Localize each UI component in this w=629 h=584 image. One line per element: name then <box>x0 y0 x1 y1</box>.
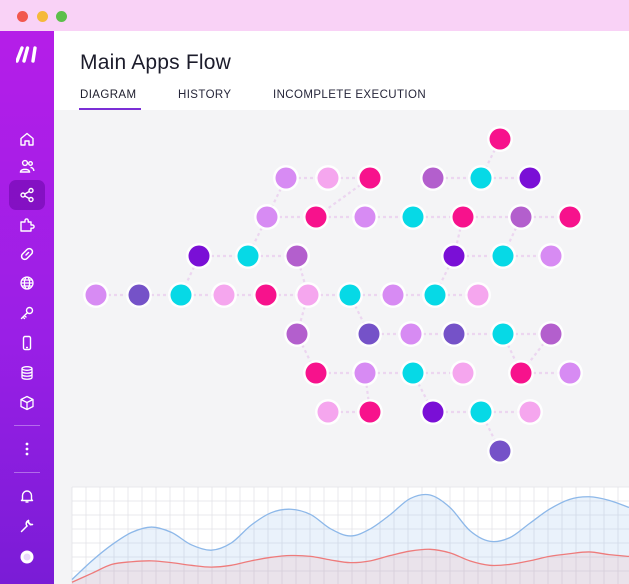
diagram-node[interactable] <box>382 284 404 306</box>
team-icon <box>19 159 35 173</box>
diagram-node[interactable] <box>443 323 465 345</box>
diagram-node[interactable] <box>452 362 474 384</box>
diagram-node[interactable] <box>286 245 308 267</box>
wrench-icon <box>20 519 34 533</box>
maximize-window-button[interactable] <box>56 11 67 22</box>
sidebar-divider <box>14 425 40 426</box>
diagram-node[interactable] <box>424 284 446 306</box>
diagram-node[interactable] <box>519 401 541 423</box>
tab-diagram[interactable]: DIAGRAM <box>80 89 137 101</box>
diagram-node[interactable] <box>170 284 192 306</box>
sidebar-item-data-structures[interactable] <box>9 388 45 418</box>
diagram-node[interactable] <box>519 167 541 189</box>
diagram-node[interactable] <box>510 206 532 228</box>
diagram-node[interactable] <box>492 245 514 267</box>
diagram-node[interactable] <box>339 284 361 306</box>
diagram-node[interactable] <box>470 401 492 423</box>
diagram-node[interactable] <box>452 206 474 228</box>
profile-icon <box>20 550 34 564</box>
sidebar-item-scenarios[interactable] <box>9 180 45 210</box>
database-icon <box>21 366 33 380</box>
chart-series-area <box>72 494 629 584</box>
diagram-node[interactable] <box>402 362 424 384</box>
home-icon <box>20 132 34 146</box>
diagram-node[interactable] <box>400 323 422 345</box>
sidebar-item-more[interactable] <box>9 434 45 464</box>
mobile-icon <box>22 335 32 351</box>
chart-series-line <box>71 548 629 583</box>
sidebar-item-settings[interactable] <box>9 511 45 541</box>
minimize-window-button[interactable] <box>37 11 48 22</box>
sidebar-item-webhooks[interactable] <box>9 268 45 298</box>
diagram-node[interactable] <box>540 245 562 267</box>
diagram-node[interactable] <box>297 284 319 306</box>
diagram-node[interactable] <box>359 401 381 423</box>
chart-series-area <box>72 549 629 584</box>
chart-series-line <box>71 493 629 581</box>
tab-history[interactable]: HISTORY <box>178 89 232 101</box>
globe-icon <box>20 276 34 290</box>
make-logo-icon[interactable] <box>16 45 39 63</box>
sidebar-item-devices[interactable] <box>9 328 45 358</box>
title-bar <box>0 0 629 31</box>
cube-icon <box>20 395 34 411</box>
link-icon <box>20 247 34 261</box>
sidebar-item-data-stores[interactable] <box>9 358 45 388</box>
diagram-node[interactable] <box>237 245 259 267</box>
diagram-node[interactable] <box>188 245 210 267</box>
sidebar-item-keys[interactable] <box>9 298 45 328</box>
activity-chart <box>71 486 629 584</box>
diagram-node[interactable] <box>317 167 339 189</box>
diagram-node[interactable] <box>470 167 492 189</box>
diagram-node[interactable] <box>467 284 489 306</box>
diagram-node[interactable] <box>128 284 150 306</box>
sidebar-divider <box>14 472 40 473</box>
diagram-node[interactable] <box>492 323 514 345</box>
diagram-node[interactable] <box>275 167 297 189</box>
diagram-node[interactable] <box>305 362 327 384</box>
sidebar-item-connections[interactable] <box>9 239 45 269</box>
sidebar-item-profile[interactable] <box>9 542 45 572</box>
sidebar-item-apps[interactable] <box>9 210 45 240</box>
diagram-node[interactable] <box>317 401 339 423</box>
active-tab-indicator <box>79 108 141 110</box>
diagram-node[interactable] <box>354 362 376 384</box>
puzzle-icon <box>20 218 35 232</box>
diagram-node[interactable] <box>559 362 581 384</box>
diagram-node[interactable] <box>489 440 511 462</box>
diagram-node[interactable] <box>85 284 107 306</box>
more-vertical-icon <box>25 442 29 456</box>
scenario-diagram[interactable] <box>54 110 629 584</box>
diagram-node[interactable] <box>402 206 424 228</box>
page-header: Main Apps Flow DIAGRAM HISTORY INCOMPLET… <box>54 31 629 110</box>
share-nodes-icon <box>20 187 34 203</box>
diagram-node[interactable] <box>510 362 532 384</box>
diagram-node[interactable] <box>305 206 327 228</box>
diagram-canvas[interactable] <box>54 110 629 584</box>
diagram-node[interactable] <box>255 284 277 306</box>
bell-icon <box>20 490 34 503</box>
page-title: Main Apps Flow <box>80 51 232 74</box>
sidebar-item-team[interactable] <box>9 151 45 181</box>
diagram-node[interactable] <box>540 323 562 345</box>
sidebar-item-home[interactable] <box>9 124 45 154</box>
diagram-node[interactable] <box>256 206 278 228</box>
key-icon <box>20 306 34 320</box>
diagram-node[interactable] <box>559 206 581 228</box>
diagram-node[interactable] <box>422 401 444 423</box>
diagram-node[interactable] <box>358 323 380 345</box>
sidebar <box>0 31 54 584</box>
diagram-node[interactable] <box>286 323 308 345</box>
diagram-node[interactable] <box>213 284 235 306</box>
diagram-node[interactable] <box>443 245 465 267</box>
sidebar-item-notifications[interactable] <box>9 481 45 511</box>
diagram-node[interactable] <box>422 167 444 189</box>
diagram-node[interactable] <box>354 206 376 228</box>
tab-incomplete-execution[interactable]: INCOMPLETE EXECUTION <box>273 89 427 101</box>
diagram-node[interactable] <box>359 167 381 189</box>
diagram-node[interactable] <box>489 128 511 150</box>
close-window-button[interactable] <box>17 11 28 22</box>
